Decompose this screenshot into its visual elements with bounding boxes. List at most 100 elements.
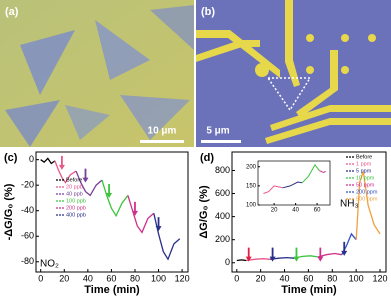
x-tick-label: 0 xyxy=(38,273,43,283)
legend-label: 500 ppm xyxy=(356,196,378,202)
electrode xyxy=(265,118,391,144)
x-tick-label: 60 xyxy=(303,273,313,283)
annotation: NH₃ xyxy=(340,199,359,210)
y-tick-label: 800 xyxy=(215,165,230,175)
y-tick-label: 600 xyxy=(215,188,230,198)
y-tick-label: -40 xyxy=(21,205,34,215)
y-tick-label: 400 xyxy=(215,211,230,221)
flake xyxy=(20,30,75,95)
flake xyxy=(150,5,194,50)
arrow-head xyxy=(82,177,89,183)
x-tick-label: 100 xyxy=(151,273,166,283)
legend-label: 100 ppb xyxy=(66,198,86,204)
arrow-head xyxy=(58,164,65,170)
legend-label: 20 ppb xyxy=(66,184,83,190)
x-tick-label: 20 xyxy=(59,273,69,283)
y-tick-label: -60 xyxy=(21,231,34,241)
data-line xyxy=(101,179,129,218)
electrode xyxy=(296,50,338,118)
y-tick-label: 0 xyxy=(29,154,34,164)
data-line xyxy=(75,170,103,197)
x-tick-label: 120 xyxy=(373,273,388,283)
pad xyxy=(341,34,349,42)
x-tick-label: 60 xyxy=(106,273,116,283)
scale-bar xyxy=(140,140,184,143)
arrow-head xyxy=(245,256,252,262)
triangle-outline xyxy=(266,77,312,112)
electrode xyxy=(196,40,260,62)
arrow-head xyxy=(155,226,162,232)
scale-label: 5 μm xyxy=(206,126,229,137)
panel-label: (a) xyxy=(5,6,19,18)
data-line xyxy=(236,259,247,262)
data-line xyxy=(153,213,181,261)
electrode xyxy=(285,0,300,87)
x-tick-label: 0 xyxy=(234,273,239,283)
flake xyxy=(65,105,110,140)
arrow-head xyxy=(269,256,276,262)
legend-label: 5 ppm xyxy=(356,168,372,174)
data-line xyxy=(246,258,271,262)
data-line xyxy=(301,163,320,184)
pad xyxy=(255,63,269,77)
x-axis-label: Time (min) xyxy=(281,284,337,296)
data-line xyxy=(127,195,155,234)
x-tick-label: 120 xyxy=(175,273,190,283)
arrow-head xyxy=(293,256,300,262)
pad xyxy=(368,34,376,42)
pad xyxy=(306,34,314,42)
panel-label: (c) xyxy=(4,152,18,164)
panel-a: (a) 10 μm xyxy=(0,0,194,147)
pad xyxy=(341,66,349,74)
legend-label: 40 ppb xyxy=(66,191,83,197)
y-tick-label: 200 xyxy=(215,234,230,244)
scale-label: 10 μm xyxy=(148,126,177,137)
data-line xyxy=(270,256,295,260)
legend-label: 200 ppb xyxy=(66,205,86,211)
x-tick-label: 80 xyxy=(130,273,140,283)
arrow-head xyxy=(341,250,348,256)
electrode xyxy=(270,105,391,131)
legend-label: 1 ppm xyxy=(356,161,372,167)
plot-frame xyxy=(35,151,189,273)
plot-frame xyxy=(231,151,387,273)
legend-label: 400 ppb xyxy=(66,212,86,218)
x-tick-label: 40 xyxy=(83,273,93,283)
inset-y-tick-label: 150 xyxy=(246,183,257,189)
electrode xyxy=(196,30,280,78)
data-line xyxy=(317,252,342,258)
inset-x-tick-label: 40 xyxy=(292,208,299,214)
legend-label: 200 ppm xyxy=(356,189,378,195)
arrow-head xyxy=(317,256,324,262)
legend-label: Before xyxy=(356,154,372,160)
pad xyxy=(306,66,314,74)
x-tick-label: 20 xyxy=(256,273,266,283)
flake xyxy=(95,20,150,80)
legend-label: 10 ppm xyxy=(356,175,375,181)
flake xyxy=(5,100,60,147)
panel-label: (b) xyxy=(201,6,215,18)
inset-x-tick-label: 60 xyxy=(314,208,321,214)
data-line xyxy=(263,185,283,194)
inset-y-tick-label: 200 xyxy=(246,164,257,170)
y-tick-label: -20 xyxy=(21,180,34,190)
inset-y-tick-label: 100 xyxy=(246,203,257,209)
inset-x-tick-label: 20 xyxy=(271,208,278,214)
panel-label: (d) xyxy=(200,152,214,164)
data-line xyxy=(355,171,381,240)
annotation: NO₂ xyxy=(40,259,59,270)
x-tick-label: 80 xyxy=(327,273,337,283)
y-axis-label: -ΔG/G₀ (%) xyxy=(3,183,15,240)
legend-label: Before xyxy=(66,177,82,183)
y-tick-label: -80 xyxy=(21,256,34,266)
x-tick-label: 40 xyxy=(280,273,290,283)
inset-frame xyxy=(257,160,331,206)
arrow-head xyxy=(131,210,138,216)
legend-label: 50 ppm xyxy=(356,182,375,188)
data-line xyxy=(319,170,326,174)
y-tick-label: 0 xyxy=(225,257,230,267)
y-axis-label: ΔG/G₀ (%) xyxy=(198,185,210,239)
flake xyxy=(120,95,190,140)
x-tick-label: 100 xyxy=(349,273,364,283)
